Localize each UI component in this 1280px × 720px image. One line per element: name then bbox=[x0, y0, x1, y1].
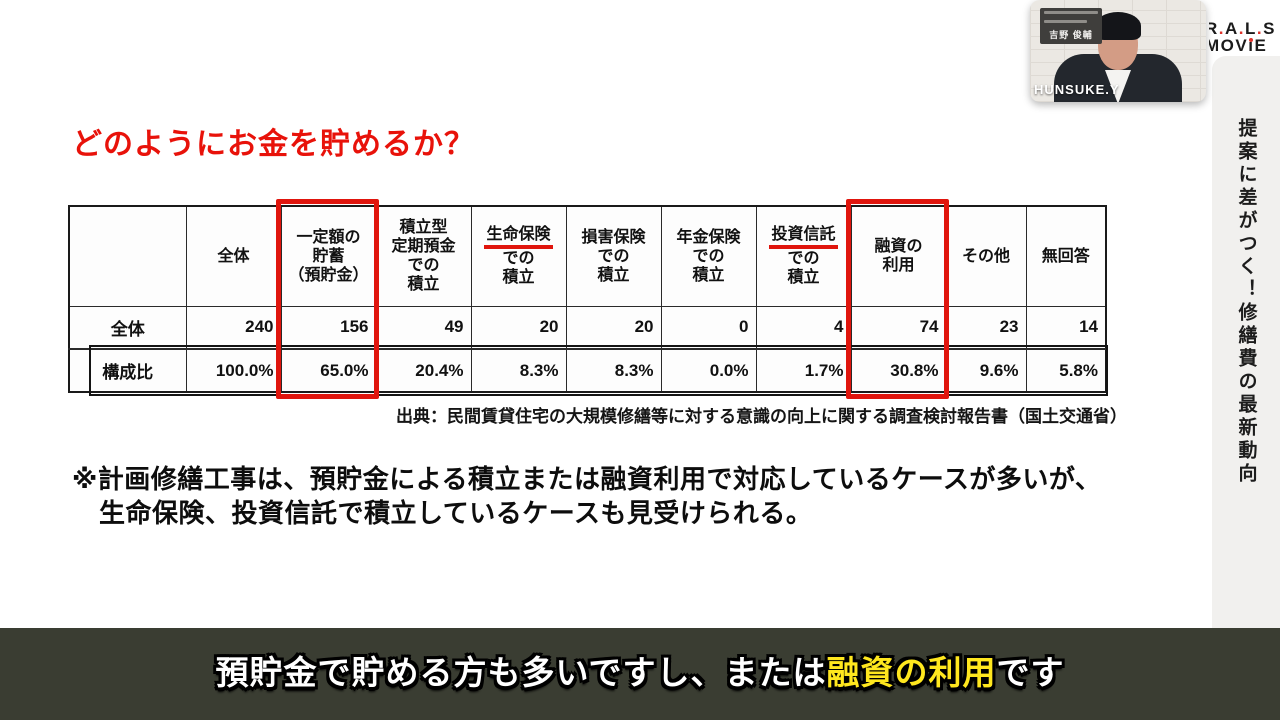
header-line: 積立 bbox=[787, 269, 820, 287]
table-cell-r0-c0: 240 bbox=[185, 305, 282, 350]
table-cell-r0-c9: 14 bbox=[1025, 305, 1107, 350]
header-line: 全体 bbox=[217, 247, 250, 265]
column-header-9: 無回答 bbox=[1025, 205, 1107, 307]
header-line: 年金保険 bbox=[676, 228, 741, 246]
row-label: 全体 bbox=[68, 305, 187, 350]
caption-text: 預貯金で貯める方も多いですし、または融資の利用です bbox=[215, 646, 1064, 694]
column-header-1: 一定額の 貯蓄 （預貯金） bbox=[280, 205, 377, 307]
table-row-構成比: 構成比 100.0% 65.0% 20.4% 8.3% 8.3% 0.0% 1.7% 30.8%… bbox=[68, 348, 1107, 393]
header-line: での bbox=[407, 257, 440, 275]
column-header-0: 全体 bbox=[185, 205, 282, 307]
column-header-6: 投資信託 での 積立 bbox=[755, 205, 852, 307]
column-header-5: 年金保険 での 積立 bbox=[660, 205, 757, 307]
presenter-hair bbox=[1095, 12, 1141, 40]
header-line: 貯蓄 bbox=[312, 247, 345, 265]
table-cell-r1-c8: 9.6% bbox=[945, 348, 1027, 393]
header-line: での bbox=[502, 250, 535, 268]
rals-movie-logo: R.A.L.S MOVıE bbox=[1205, 20, 1275, 54]
presenter-plate-name: 吉野 俊輔 bbox=[1049, 30, 1093, 40]
header-line: での bbox=[692, 247, 725, 265]
table-cell-r1-c0: 100.0% bbox=[185, 348, 282, 393]
header-line: （預貯金） bbox=[288, 266, 369, 284]
presenter-webcam: 吉野 俊輔 HUNSUKE.Y bbox=[1030, 0, 1206, 102]
table-cell-r1-c2: 20.4% bbox=[375, 348, 472, 393]
page-title: どのようにお金を貯めるか？ bbox=[72, 128, 475, 161]
note-line-1: ※計画修繕工事は、預貯金による積立または融資利用で対応しているケースが多いが、 bbox=[72, 464, 1102, 494]
table-cell-r1-c9: 5.8% bbox=[1025, 348, 1107, 393]
table-cell-r1-c3: 8.3% bbox=[470, 348, 567, 393]
header-line: 無回答 bbox=[1041, 247, 1090, 265]
column-header-7: 融資の 利用 bbox=[850, 205, 947, 307]
header-line: 積立 bbox=[692, 266, 725, 284]
header-line: での bbox=[597, 247, 630, 265]
table-corner-cell bbox=[68, 205, 187, 307]
presenter-screen-name: HUNSUKE.Y bbox=[1034, 82, 1120, 97]
plate-decorative-line bbox=[1044, 19, 1088, 23]
caption-pre: 預貯金で貯める方も多いですし、または bbox=[215, 654, 827, 691]
header-line: 積立 bbox=[407, 276, 440, 294]
table-cell-r1-c5: 0.0% bbox=[660, 348, 757, 393]
table-cell-r0-c5: 0 bbox=[660, 305, 757, 350]
table-cell-r0-c2: 49 bbox=[375, 305, 472, 350]
caption-highlight: 融資の利用 bbox=[826, 654, 997, 691]
table-cell-r0-c6: 4 bbox=[755, 305, 852, 350]
header-line: 一定額の bbox=[296, 228, 361, 246]
column-header-3: 生命保険 での 積立 bbox=[470, 205, 567, 307]
table-cell-r1-c7: 30.8% bbox=[850, 348, 947, 393]
table-cell-r0-c3: 20 bbox=[470, 305, 567, 350]
logo-line-1: R.A.L.S bbox=[1205, 19, 1276, 38]
table-row-全体: 全体 240 156 49 20 20 0 4 74 23 14 bbox=[68, 305, 1107, 350]
header-line: 投資信託 bbox=[769, 225, 838, 250]
header-line: 積立 bbox=[502, 269, 535, 287]
survey-table: 全体 一定額の 貯蓄 （預貯金） 積立型 定期預金 での 積立 生命保険 での 積立 損害保険 での 積立… bbox=[68, 205, 1107, 393]
header-line: 積立型 bbox=[399, 219, 448, 237]
header-line: 利用 bbox=[882, 257, 915, 275]
survey-table-container: 全体 一定額の 貯蓄 （預貯金） 積立型 定期預金 での 積立 生命保険 での 積立 損害保険 での 積立… bbox=[68, 199, 1108, 399]
table-cell-r1-c6: 1.7% bbox=[755, 348, 852, 393]
header-line: 生命保険 bbox=[484, 225, 553, 250]
episode-title-strip: 提案に差がつく！修繕費の最新動向 bbox=[1212, 56, 1280, 628]
row-label: 構成比 bbox=[68, 348, 187, 393]
note-line-2: 生命保険、投資信託で積立しているケースも見受けられる。 bbox=[99, 498, 813, 528]
note-block: ※計画修繕工事は、預貯金による積立または融資利用で対応しているケースが多いが、 … bbox=[72, 462, 1132, 530]
presenter-name-plate: 吉野 俊輔 bbox=[1040, 8, 1102, 44]
header-line: 積立 bbox=[597, 266, 630, 284]
header-line: 定期預金 bbox=[391, 238, 456, 256]
table-cell-r0-c7: 74 bbox=[850, 305, 947, 350]
header-line: 損害保険 bbox=[581, 228, 646, 246]
plate-decorative-line bbox=[1044, 11, 1098, 14]
column-header-8: その他 bbox=[945, 205, 1027, 307]
header-line: その他 bbox=[961, 247, 1010, 265]
episode-vertical-title: 提案に差がつく！修繕費の最新動向 bbox=[1235, 118, 1257, 486]
table-cell-r0-c8: 23 bbox=[945, 305, 1027, 350]
table-cell-r1-c4: 8.3% bbox=[565, 348, 662, 393]
table-cell-r0-c1: 156 bbox=[280, 305, 377, 350]
caption-post: です bbox=[996, 654, 1065, 691]
caption-bar: 預貯金で貯める方も多いですし、または融資の利用です bbox=[0, 628, 1280, 720]
header-line: 融資の bbox=[874, 238, 923, 256]
source-citation: 出典：民間賃貸住宅の大規模修繕等に対する意識の向上に関する調査検討報告書（国土交… bbox=[396, 407, 1127, 426]
table-cell-r0-c4: 20 bbox=[565, 305, 662, 350]
column-header-4: 損害保険 での 積立 bbox=[565, 205, 662, 307]
column-header-2: 積立型 定期預金 での 積立 bbox=[375, 205, 472, 307]
logo-line-2: MOVıE bbox=[1205, 36, 1268, 55]
table-cell-r1-c1: 65.0% bbox=[280, 348, 377, 393]
header-line: での bbox=[787, 250, 820, 268]
